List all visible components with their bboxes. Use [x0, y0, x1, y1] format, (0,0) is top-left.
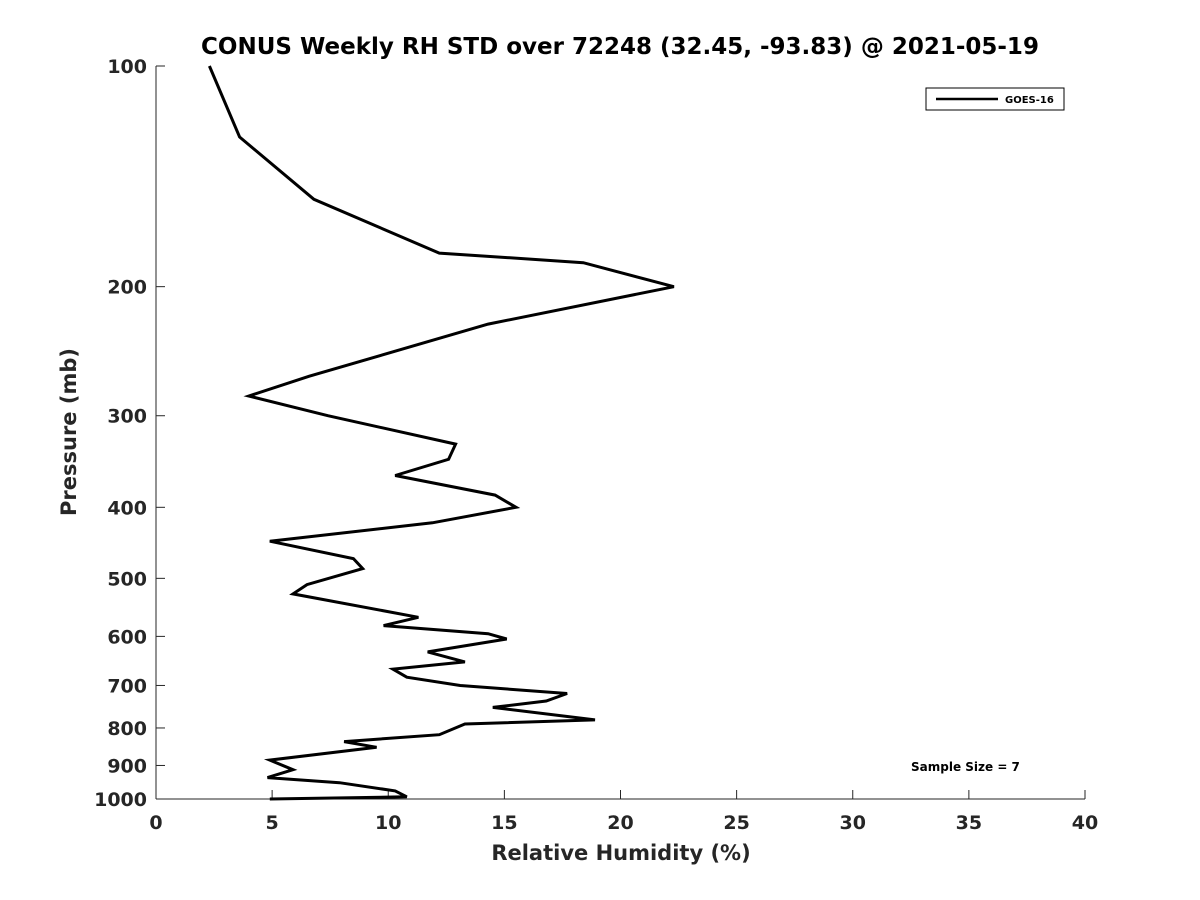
x-axis-label: Relative Humidity (%): [491, 841, 750, 865]
plot-axes: [155, 66, 1085, 800]
x-tick-label: 15: [491, 812, 517, 834]
y-tick-label: 1000: [94, 789, 147, 811]
x-tick-label: 5: [266, 812, 279, 834]
y-tick-label: 500: [107, 568, 147, 590]
x-tick-label: 10: [375, 812, 401, 834]
y-tick-label: 900: [107, 755, 147, 777]
y-tick-label: 800: [107, 718, 147, 740]
y-tick-label: 700: [107, 675, 147, 697]
series-lines: [208, 65, 675, 801]
y-tick-label: 400: [107, 497, 147, 519]
chart-title: CONUS Weekly RH STD over 72248 (32.45, -…: [201, 34, 1039, 60]
sample-size-annotation: Sample Size = 7: [911, 760, 1020, 774]
x-tick-label: 25: [723, 812, 749, 834]
series-line-goes-16: [208, 65, 675, 801]
x-tick-label: 35: [956, 812, 982, 834]
x-tick-label: 20: [607, 812, 633, 834]
y-tick-label: 600: [107, 626, 147, 648]
x-tick-label: 30: [840, 812, 866, 834]
legend-label-goes-16: GOES-16: [1005, 95, 1054, 106]
y-tick-label: 100: [107, 56, 147, 78]
x-axis-ticks: 0 5 10 15 20 25 30 35 40: [149, 790, 1098, 834]
y-tick-label: 200: [107, 277, 147, 299]
legend: GOES-16: [925, 87, 1065, 111]
y-tick-label: 300: [107, 406, 147, 428]
y-axis-label: Pressure (mb): [57, 348, 81, 516]
y-axis-ticks: 100 200 300 400 500 600 700 800 900 1000: [94, 56, 165, 811]
x-tick-label: 0: [149, 812, 162, 834]
x-tick-label: 40: [1072, 812, 1098, 834]
